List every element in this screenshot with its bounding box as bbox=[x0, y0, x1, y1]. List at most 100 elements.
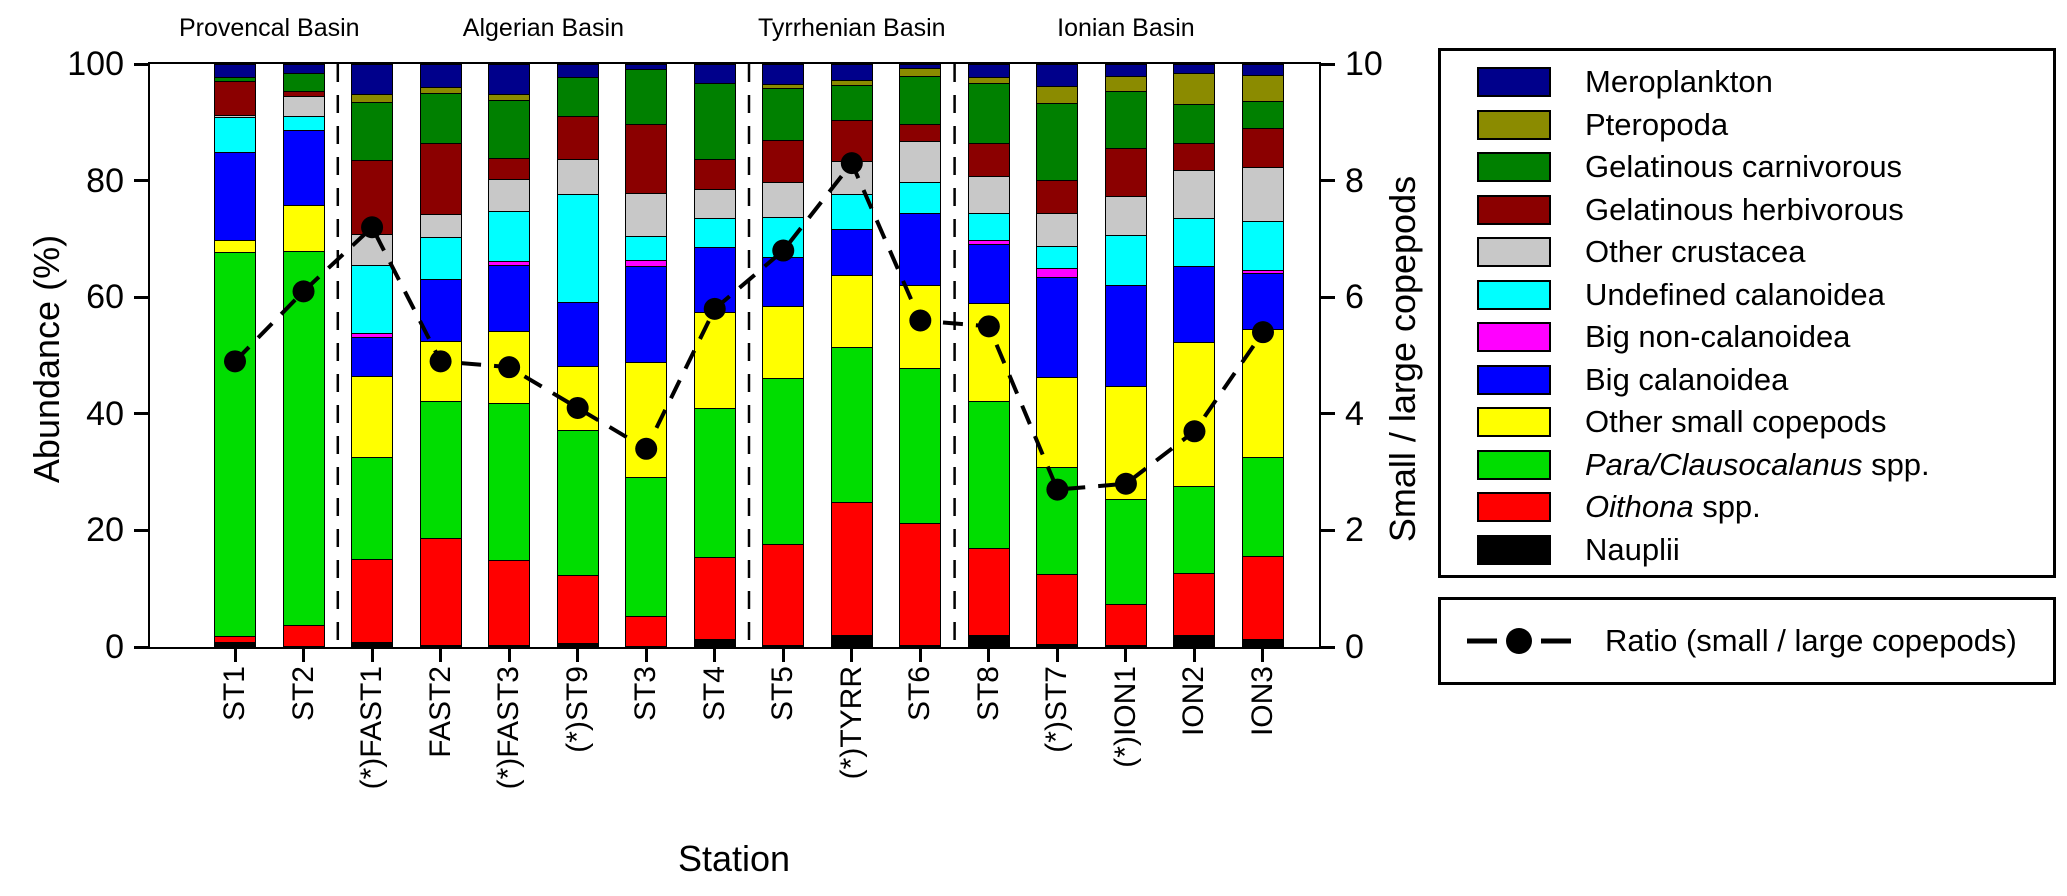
bar-segment-para-clausocalanus-spp- bbox=[694, 408, 735, 557]
bar-segment-other-crustacea bbox=[1105, 195, 1146, 236]
bar-segment-pteropoda bbox=[900, 68, 941, 77]
bar-segment-meroplankton bbox=[694, 65, 735, 84]
stacked-bar-(*)TYRR bbox=[830, 64, 873, 647]
bar-segment-meroplankton bbox=[1242, 65, 1283, 76]
legend-item-label: Oithona spp. bbox=[1585, 489, 1761, 525]
legend-swatch bbox=[1477, 492, 1551, 523]
bar-segment-oithona-spp- bbox=[283, 624, 324, 646]
legend-swatch bbox=[1477, 194, 1551, 225]
legend-item-label: Undefined calanoidea bbox=[1585, 276, 1885, 312]
legend-item: Para/Clausocalanus spp. bbox=[1477, 444, 2053, 487]
bar-segment-pteropoda bbox=[1242, 75, 1283, 101]
bottom-tick bbox=[1192, 649, 1196, 662]
bar-segment-other-small-copepods bbox=[1105, 385, 1146, 500]
legend-swatch bbox=[1477, 279, 1551, 310]
bar-segment-meroplankton bbox=[900, 65, 941, 69]
bar-segment-gelatinous-carnivorous bbox=[557, 76, 598, 117]
bar-segment-meroplankton bbox=[215, 65, 255, 77]
bar-segment-nauplii bbox=[557, 642, 598, 646]
bar-segment-undefined-calanoidea bbox=[215, 117, 255, 153]
bar-segment-pteropoda bbox=[352, 94, 393, 102]
station-label-ST6: ST6 bbox=[903, 666, 937, 722]
plot-frame bbox=[148, 62, 1321, 649]
bar-segment-oithona-spp- bbox=[215, 636, 255, 643]
bar-segment-meroplankton bbox=[968, 65, 1009, 77]
station-label-(*)TYRR: (*)TYRR bbox=[834, 666, 868, 780]
bar-segment-undefined-calanoidea bbox=[900, 182, 941, 214]
bar-segment-gelatinous-carnivorous bbox=[283, 73, 324, 91]
bar-segment-nauplii bbox=[1174, 635, 1215, 646]
right-tick bbox=[1319, 62, 1335, 66]
bar-segment-gelatinous-herbivorous bbox=[557, 116, 598, 160]
bar-segment-nauplii bbox=[1037, 644, 1078, 646]
bar-segment-pteropoda bbox=[831, 80, 872, 85]
station-label-ST8: ST8 bbox=[971, 666, 1005, 722]
bottom-tick bbox=[644, 649, 648, 662]
bar-segment-other-crustacea bbox=[968, 175, 1009, 214]
bar-segment-gelatinous-carnivorous bbox=[352, 101, 393, 161]
bar-segment-other-crustacea bbox=[1037, 213, 1078, 246]
bar-segment-other-crustacea bbox=[831, 160, 872, 195]
left-tick bbox=[134, 412, 150, 416]
right-tick bbox=[1319, 295, 1335, 299]
bar-segment-pteropoda bbox=[420, 87, 461, 93]
right-tick bbox=[1319, 179, 1335, 183]
ratio-line-symbol bbox=[1467, 628, 1571, 654]
legend-swatch bbox=[1477, 364, 1551, 395]
bar-segment-gelatinous-carnivorous bbox=[1037, 102, 1078, 180]
bar-segment-pteropoda bbox=[968, 76, 1009, 84]
bar-segment-nauplii bbox=[968, 635, 1009, 646]
bar-segment-gelatinous-carnivorous bbox=[1105, 90, 1146, 149]
left-tick bbox=[134, 179, 150, 183]
legend-swatch bbox=[1477, 407, 1551, 438]
legend-item-label: Gelatinous herbivorous bbox=[1585, 191, 1904, 227]
bar-segment-gelatinous-carnivorous bbox=[215, 76, 255, 81]
bar-segment-gelatinous-carnivorous bbox=[763, 88, 804, 141]
bar-segment-meroplankton bbox=[283, 65, 324, 74]
bar-segment-gelatinous-carnivorous bbox=[1174, 104, 1215, 144]
bar-segment-pteropoda bbox=[1174, 73, 1215, 105]
bar-segment-gelatinous-herbivorous bbox=[1174, 143, 1215, 171]
bar-segment-big-calanoidea bbox=[489, 264, 530, 332]
right-tick-label: 4 bbox=[1345, 394, 1364, 433]
bar-segment-gelatinous-herbivorous bbox=[420, 142, 461, 214]
bar-segment-gelatinous-herbivorous bbox=[1105, 148, 1146, 196]
bar-segment-other-small-copepods bbox=[283, 204, 324, 252]
bar-segment-oithona-spp- bbox=[694, 556, 735, 639]
basin-label-tyrrhenian: Tyrrhenian Basin bbox=[757, 14, 946, 42]
station-label-ST4: ST4 bbox=[697, 666, 731, 722]
station-label-(*)FAST3: (*)FAST3 bbox=[492, 666, 526, 790]
right-tick bbox=[1319, 645, 1335, 649]
legend-item: Oithona spp. bbox=[1477, 486, 2053, 529]
stacked-bar-ST4 bbox=[693, 64, 736, 647]
station-label-(*)FAST1: (*)FAST1 bbox=[355, 666, 389, 790]
bar-segment-other-crustacea bbox=[489, 178, 530, 212]
legend-item: Other crustacea bbox=[1477, 231, 2053, 274]
legend-swatch bbox=[1477, 322, 1551, 353]
bar-segment-other-small-copepods bbox=[831, 275, 872, 348]
basin-label-ionian: Ionian Basin bbox=[1057, 14, 1195, 42]
bottom-tick bbox=[439, 649, 443, 662]
bar-segment-other-crustacea bbox=[626, 192, 667, 236]
bar-segment-para-clausocalanus-spp- bbox=[968, 400, 1009, 548]
bar-segment-nauplii bbox=[626, 646, 666, 647]
station-label-ST5: ST5 bbox=[766, 666, 800, 722]
bar-segment-gelatinous-herbivorous bbox=[215, 80, 255, 115]
stacked-bar-ST3 bbox=[625, 64, 668, 647]
left-tick-label: 40 bbox=[86, 394, 124, 433]
bar-segment-meroplankton bbox=[1105, 65, 1146, 77]
legend-swatch bbox=[1477, 449, 1551, 480]
legend-item-label: Other crustacea bbox=[1585, 234, 1806, 270]
bar-segment-undefined-calanoidea bbox=[283, 116, 324, 131]
bar-segment-undefined-calanoidea bbox=[763, 217, 804, 257]
bar-segment-gelatinous-herbivorous bbox=[968, 142, 1009, 176]
bar-segment-other-crustacea bbox=[283, 95, 324, 117]
stacked-bar-(*)ST7 bbox=[1036, 64, 1079, 647]
left-tick-label: 80 bbox=[86, 161, 124, 200]
bar-segment-meroplankton bbox=[557, 65, 598, 77]
bar-segment-oithona-spp- bbox=[420, 537, 461, 646]
x-axis-title: Station bbox=[677, 838, 791, 879]
stacked-bar-(*)ST9 bbox=[556, 64, 599, 647]
bar-segment-nauplii bbox=[763, 645, 804, 646]
